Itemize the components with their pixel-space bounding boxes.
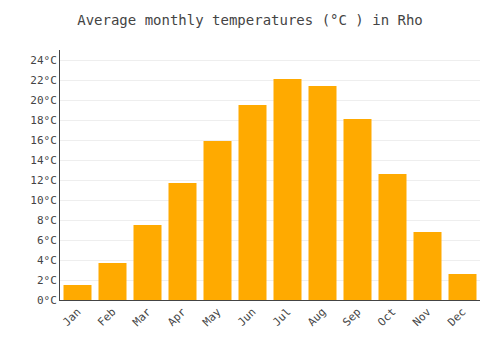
svg-text:24°C: 24°C [30, 54, 57, 67]
svg-text:Jun: Jun [235, 306, 258, 329]
svg-text:18°C: 18°C [30, 114, 57, 127]
svg-text:10°C: 10°C [30, 194, 57, 207]
svg-text:Feb: Feb [95, 306, 118, 329]
svg-text:Apr: Apr [165, 305, 189, 329]
svg-text:4°C: 4°C [37, 254, 57, 267]
svg-text:Average monthly temperatures (: Average monthly temperatures (°C ) in Rh… [77, 12, 423, 28]
svg-text:6°C: 6°C [37, 234, 57, 247]
svg-text:Jul: Jul [270, 306, 293, 329]
svg-text:16°C: 16°C [30, 134, 57, 147]
svg-text:Jan: Jan [60, 306, 83, 329]
svg-text:22°C: 22°C [30, 74, 57, 87]
svg-text:May: May [200, 305, 224, 329]
svg-text:Sep: Sep [340, 306, 363, 329]
svg-text:Nov: Nov [410, 305, 434, 329]
svg-text:Mar: Mar [130, 305, 154, 329]
svg-text:12°C: 12°C [30, 174, 57, 187]
svg-text:8°C: 8°C [37, 214, 57, 227]
svg-text:20°C: 20°C [30, 94, 57, 107]
svg-text:2°C: 2°C [37, 274, 57, 287]
svg-text:Dec: Dec [445, 306, 468, 329]
svg-text:Oct: Oct [375, 306, 398, 329]
svg-text:14°C: 14°C [30, 154, 57, 167]
svg-text:Aug: Aug [305, 306, 328, 329]
svg-text:0°C: 0°C [37, 294, 57, 307]
